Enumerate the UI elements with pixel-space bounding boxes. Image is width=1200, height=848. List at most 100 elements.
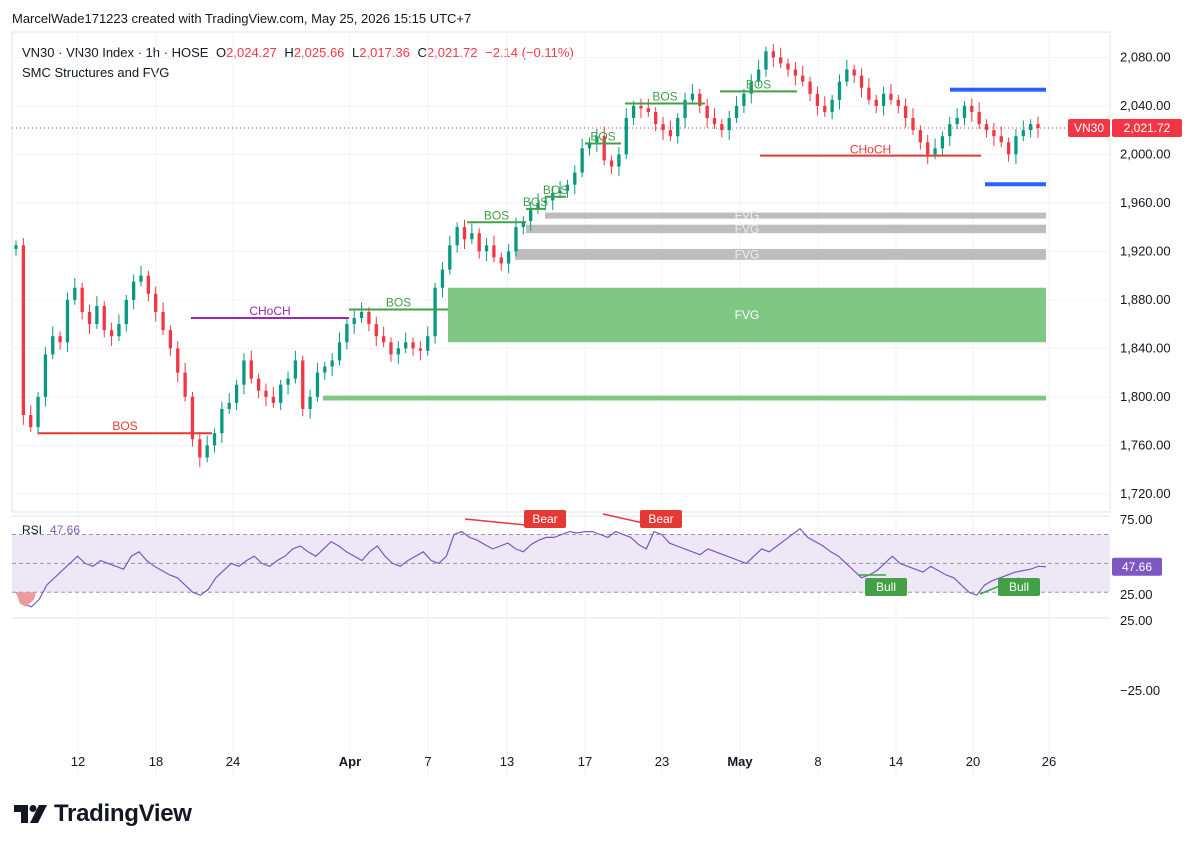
divergence-label: Bear (648, 512, 673, 526)
price-axis: 1,720.00 1,760.00 1,800.00 1,840.00 1,880.00… (1120, 49, 1171, 500)
time-tick-label: 23 (655, 754, 669, 769)
divergence-line (602, 513, 662, 528)
candle-body (411, 342, 415, 349)
candle-body (484, 245, 489, 252)
candle-body (168, 330, 173, 349)
rsi-panel: 75.00 25.00 25.00 −25.00 Bear Bear Bull Bull RSI… (12, 510, 1160, 698)
ticker-badge-label: VN30 (1074, 121, 1104, 135)
candle-body (764, 51, 768, 70)
candle-body (617, 154, 621, 167)
candle-body (918, 130, 923, 143)
candle-body (220, 408, 224, 434)
candle-body (698, 93, 702, 106)
rsi-value-badge-text: 47.66 (1122, 560, 1152, 574)
time-tick-label: Apr (339, 754, 361, 769)
candle-body (418, 348, 423, 351)
candle-body (14, 245, 18, 249)
candle-body (624, 118, 628, 155)
candle-body (815, 93, 820, 106)
tradingview-logo-icon (14, 805, 47, 823)
price-tick-label: 2,080.00 (1120, 49, 1171, 64)
candle-body (668, 130, 673, 137)
rsi-value-badge (1112, 557, 1162, 576)
candle-body (867, 87, 871, 100)
price-tick-label: 1,920.00 (1120, 243, 1171, 258)
candle-body (881, 93, 886, 106)
candle-body (639, 105, 643, 109)
candle-body (1036, 124, 1040, 129)
high-label: H (284, 45, 294, 60)
candle-body (359, 311, 364, 319)
candle-body (852, 69, 856, 76)
candle-body (823, 105, 827, 112)
candle-body (492, 245, 496, 258)
candle-body (690, 93, 695, 100)
divergence-line (464, 518, 546, 528)
candle-body (21, 245, 26, 416)
candle-body (1014, 136, 1018, 155)
candle-body (801, 75, 805, 82)
open-label: O (216, 45, 227, 60)
fvg-zone (545, 212, 1046, 219)
ticker-badge (1068, 119, 1110, 138)
grid-lines (11, 31, 1111, 776)
candle-body (756, 69, 761, 82)
close-value: 2,021.72 (426, 45, 478, 60)
candle-body (264, 390, 268, 397)
fvg-zone (448, 287, 1046, 343)
rsi-tick-label: 25.00 (1120, 587, 1153, 602)
time-axis: 12 18 24 Apr 7 13 17 23 May 8 14 20 26 (71, 754, 1056, 769)
candle-body (279, 384, 283, 403)
divergence-label: Bear (532, 512, 557, 526)
time-tick-label: 14 (889, 754, 903, 769)
candle-body (661, 124, 665, 131)
candle-body (786, 63, 790, 70)
candle-body (367, 311, 371, 325)
candle-body (146, 275, 150, 294)
candle-body (933, 148, 937, 155)
price-tick-label: 1,800.00 (1120, 389, 1171, 404)
candle-body (51, 336, 55, 355)
candle-body (286, 378, 290, 385)
tradingview-logo[interactable]: TradingView (14, 800, 192, 828)
candle-body (955, 118, 959, 125)
low-label: L (352, 45, 360, 60)
symbol-title: VN30 · VN30 Index · 1h · HOSE (22, 45, 209, 60)
candle-body (389, 342, 393, 355)
structure-label: BOS (112, 419, 137, 433)
candle-body (352, 318, 356, 325)
structure-label: BOS (484, 208, 509, 222)
candle-body (837, 81, 842, 100)
candle-body (131, 281, 136, 300)
candle-body (315, 372, 320, 397)
candle-body (234, 384, 239, 403)
candlestick-series (14, 44, 1040, 468)
candle-body (1021, 130, 1025, 137)
candle-body (80, 287, 84, 312)
candle-body (448, 245, 452, 270)
candle-body (911, 118, 915, 131)
low-value: 2,017.36 (359, 45, 410, 60)
candle-body (337, 342, 342, 361)
candle-body (190, 396, 195, 440)
candle-body (727, 118, 731, 131)
candle-body (779, 57, 783, 64)
candle-body (977, 111, 981, 125)
fvg-zone (323, 395, 1046, 401)
chart-attribution: MarcelWade171223 created with TradingVie… (12, 11, 472, 26)
candle-body (73, 287, 77, 300)
candle-body (940, 136, 945, 149)
candle-body (102, 305, 106, 331)
structure-label: BOS (543, 183, 568, 197)
candle-body (477, 233, 481, 252)
divergence-badge (524, 510, 566, 528)
candle-body (720, 124, 724, 131)
structure-label: CHoCH (850, 143, 891, 157)
candle-body (249, 360, 253, 379)
divergence-badge (865, 578, 907, 596)
candle-body (948, 124, 952, 137)
candle-body (455, 227, 459, 246)
candle-body (470, 233, 474, 240)
